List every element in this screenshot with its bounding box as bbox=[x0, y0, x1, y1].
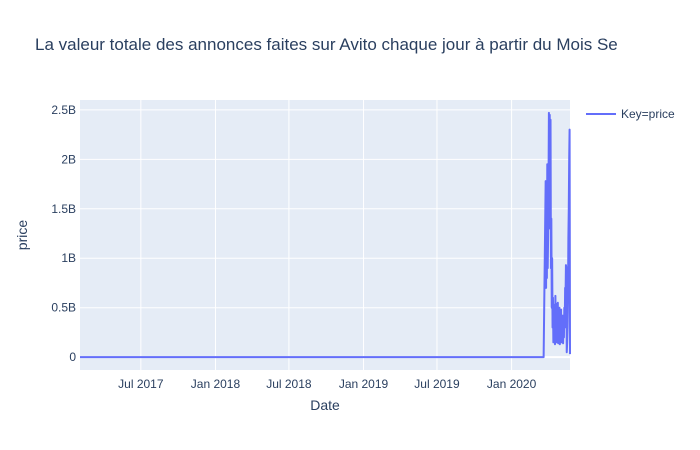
y-gridlines bbox=[80, 109, 570, 309]
x-tick-labels: Jul 2017 Jan 2018 Jul 2018 Jan 2019 Jul 2019… bbox=[118, 377, 536, 391]
y-axis-title: price bbox=[14, 220, 30, 251]
legend-entry-label: Key=price bbox=[621, 107, 675, 121]
y-tick-labels: 0 0.5B 1B 1.5B 2B 2.5B bbox=[51, 103, 76, 364]
x-tick-label: Jul 2017 bbox=[118, 377, 164, 391]
y-tick-label: 0 bbox=[69, 350, 76, 364]
plot-area bbox=[80, 100, 570, 370]
y-tick-label: 0.5B bbox=[51, 301, 76, 315]
x-tick-label: Jul 2018 bbox=[266, 377, 312, 391]
y-tick-label: 2B bbox=[61, 152, 76, 166]
chart-title: La valeur totale des annonces faites sur… bbox=[35, 35, 618, 54]
x-tick-label: Jan 2020 bbox=[487, 377, 537, 391]
x-gridlines bbox=[140, 100, 513, 370]
x-tick-label: Jul 2019 bbox=[414, 377, 460, 391]
y-tick-label: 2.5B bbox=[51, 103, 76, 117]
x-tick-label: Jan 2018 bbox=[191, 377, 241, 391]
x-tick-label: Jan 2019 bbox=[339, 377, 389, 391]
y-tick-label: 1B bbox=[61, 251, 76, 265]
y-tick-label: 1.5B bbox=[51, 202, 76, 216]
x-axis-title: Date bbox=[310, 397, 340, 413]
legend[interactable]: Key=price bbox=[586, 107, 675, 121]
series-group bbox=[80, 111, 571, 359]
series-line bbox=[80, 111, 571, 359]
